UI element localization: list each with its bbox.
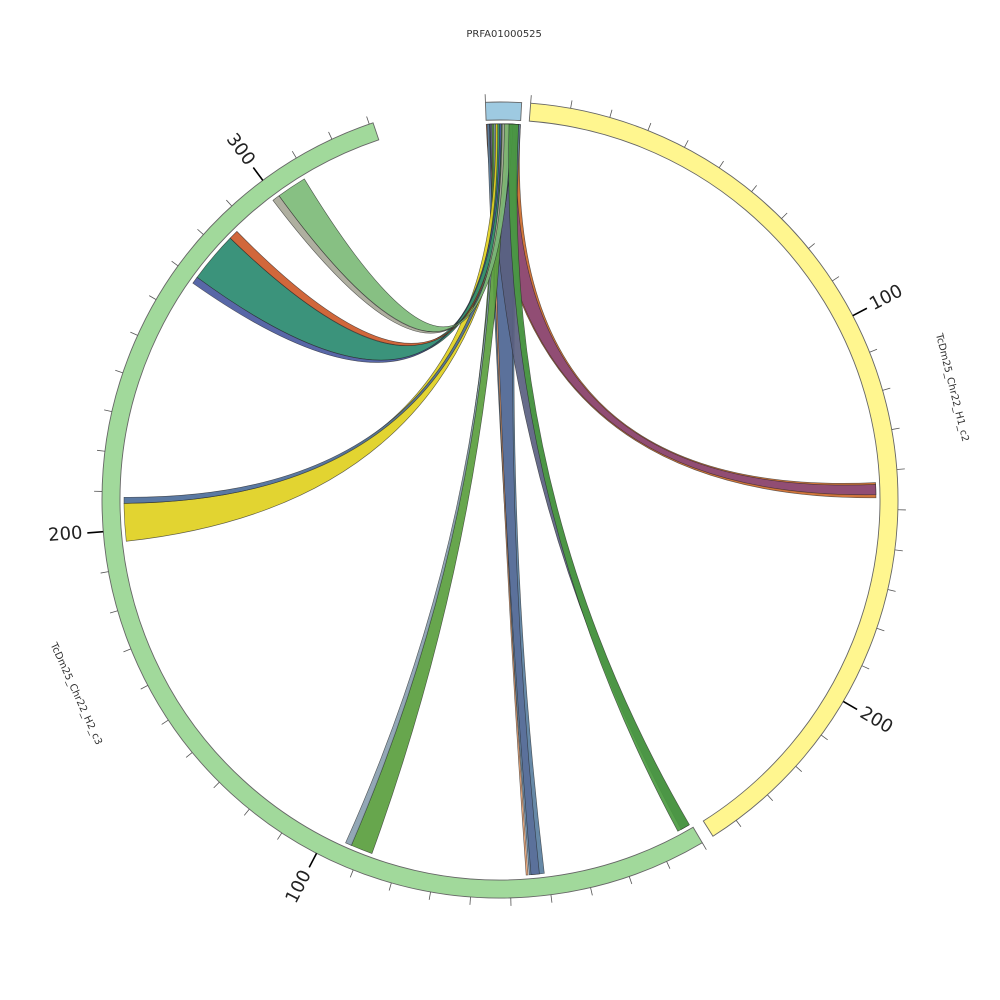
minor-tick [647,122,652,131]
segment-label-chr_b: TcDm25_Chr22_H1_c2 [933,332,971,443]
link-ribbon [272,123,505,334]
link-ribbon [350,123,506,854]
minor-tick [469,896,471,905]
minor-tick [570,100,573,109]
link-ribbon [485,123,877,499]
minor-tick [876,627,885,632]
tick-label: 100 [281,867,315,907]
minor-tick [887,589,896,592]
minor-tick [684,140,689,148]
minor-tick [123,648,132,653]
minor-tick [718,160,724,169]
segment-label-chr_c: TcDm25_Chr22_H2_c3 [47,640,104,746]
minor-tick [869,348,878,353]
tick-label: 300 [222,130,259,170]
link-ribbon [192,123,502,363]
minor-tick [795,765,803,772]
minor-tick [149,295,157,300]
link-ribbon [487,123,877,496]
major-tick [308,852,318,868]
minor-tick [767,794,774,802]
ideogram-chr_b [528,102,899,837]
tick-label: 200 [856,702,896,737]
minor-tick [666,861,671,869]
minor-tick [832,276,840,282]
minor-tick [388,882,392,891]
minor-tick [861,665,870,670]
tick-label: 100 [866,280,906,315]
minor-tick [891,427,900,430]
minor-tick [185,752,193,758]
minor-tick [894,549,903,552]
tick-label: 200 [47,522,83,546]
minor-tick [97,449,106,452]
major-tick [852,307,868,317]
major-tick [87,530,104,534]
minor-tick [277,832,283,840]
link-ribbon [508,123,690,832]
minor-tick [130,331,138,336]
minor-tick [328,131,333,140]
minor-tick [590,887,593,896]
minor-tick [104,409,113,413]
minor-tick [820,734,828,741]
major-tick [252,167,264,181]
minor-tick [628,876,633,885]
minor-tick [226,199,233,207]
minor-tick [115,369,123,374]
minor-tick [171,260,179,267]
minor-tick [530,95,532,104]
minor-tick [213,781,220,789]
minor-tick [550,894,553,903]
ideogram-chr_c [101,122,703,899]
minor-tick [109,610,118,614]
link-ribbon [345,123,497,846]
links-layer [123,123,877,876]
minor-tick [701,842,707,850]
minor-tick [197,228,204,235]
minor-tick [349,869,354,878]
minor-tick [428,891,431,900]
minor-tick [100,571,109,574]
minor-tick [291,150,297,159]
minor-tick [751,185,757,192]
minor-tick [366,116,370,125]
ideogram-chr_a [484,101,523,122]
major-tick [842,700,858,711]
minor-tick [896,468,905,470]
ideogram-layer [101,101,899,899]
minor-tick [808,243,815,249]
minor-tick [781,212,788,219]
minor-tick [243,808,250,816]
minor-tick [882,387,891,391]
minor-tick [140,685,149,690]
minor-tick [735,820,742,828]
minor-tick [161,719,169,725]
segment-label-chr_a: PRFA01000525 [466,29,542,40]
minor-tick [609,109,613,118]
